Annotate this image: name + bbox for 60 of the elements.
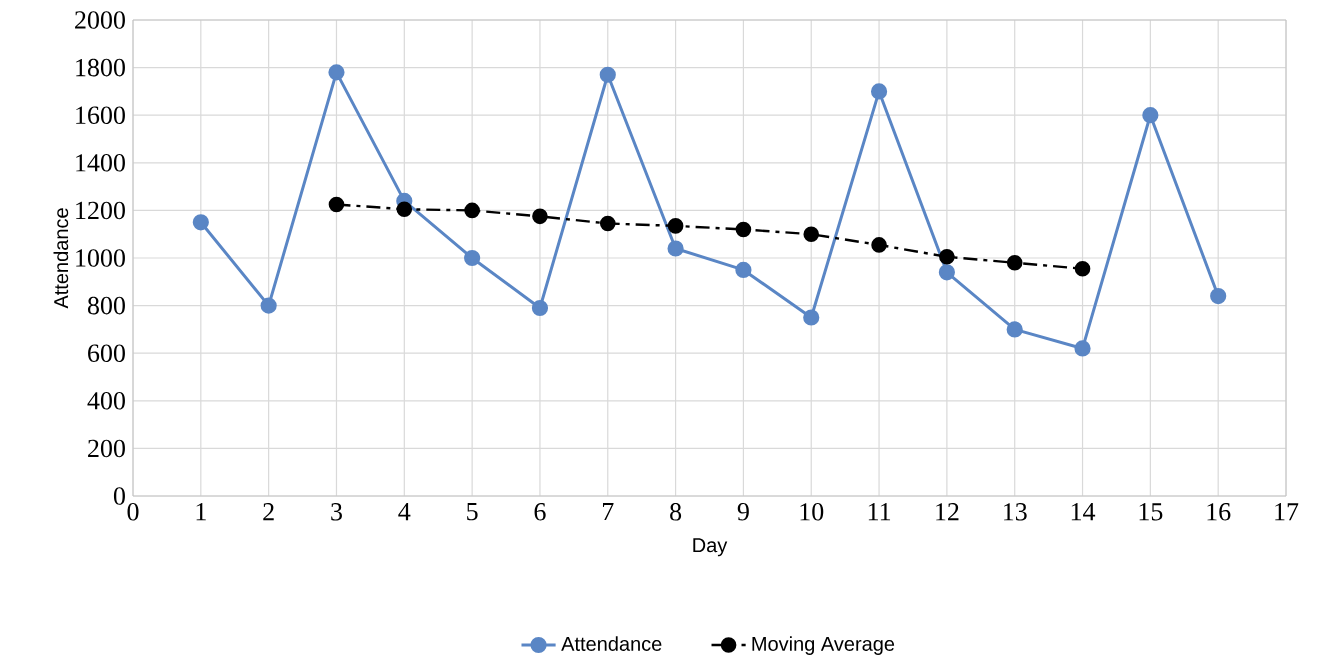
x-tick-label: 12 bbox=[936, 503, 959, 521]
point bbox=[396, 201, 413, 218]
point bbox=[939, 249, 955, 265]
point bbox=[464, 202, 480, 219]
point bbox=[938, 264, 955, 281]
x-tick-label: 11 bbox=[868, 503, 891, 521]
x-tick-label: 10 bbox=[800, 503, 824, 521]
point bbox=[1210, 287, 1227, 305]
x-tick-label: 15 bbox=[1139, 503, 1163, 521]
point bbox=[1006, 321, 1023, 338]
y-tick-label: 1400 bbox=[76, 154, 125, 172]
x-tick-label: 5 bbox=[467, 503, 478, 521]
point bbox=[735, 261, 752, 279]
point bbox=[1006, 254, 1023, 271]
y-tick-label: 2000 bbox=[75, 11, 125, 29]
y-tick-label: 600 bbox=[88, 344, 125, 362]
x-axis-title: Day bbox=[693, 538, 728, 557]
x-tick-label: 8 bbox=[670, 503, 682, 521]
point bbox=[803, 309, 820, 326]
y-tick-label: 1000 bbox=[76, 249, 125, 267]
legend-label: Attendance bbox=[561, 636, 662, 651]
x-tick-label: 2 bbox=[263, 503, 274, 521]
point bbox=[667, 240, 684, 257]
point bbox=[1142, 107, 1159, 124]
point bbox=[599, 215, 616, 232]
y-tick-label: 1800 bbox=[76, 58, 125, 77]
point bbox=[667, 218, 684, 234]
x-tick-label: 16 bbox=[1207, 503, 1231, 521]
x-tick-label: 3 bbox=[331, 503, 342, 521]
x-tick-label: 9 bbox=[737, 503, 749, 521]
point bbox=[192, 214, 209, 231]
point bbox=[532, 208, 548, 225]
x-tick-label: 7 bbox=[602, 503, 614, 521]
point bbox=[871, 237, 887, 253]
point bbox=[260, 297, 277, 314]
point bbox=[1074, 340, 1091, 357]
y-tick-label: 0 bbox=[113, 487, 125, 505]
x-tick-label: 4 bbox=[398, 503, 411, 521]
x-tick-label: 1 bbox=[196, 503, 206, 521]
point bbox=[328, 196, 345, 213]
y-tick-label: 400 bbox=[87, 392, 125, 410]
point bbox=[870, 83, 888, 100]
point bbox=[328, 64, 345, 81]
y-tick-label: 200 bbox=[88, 439, 125, 458]
point bbox=[735, 221, 752, 238]
y-tick-label: 1200 bbox=[76, 201, 125, 220]
x-tick-label: 14 bbox=[1071, 503, 1096, 521]
x-tick-label: 17 bbox=[1275, 503, 1299, 521]
x-tick-label: 0 bbox=[127, 503, 139, 521]
y-tick-label: 800 bbox=[87, 296, 125, 315]
point bbox=[1074, 260, 1091, 277]
y-tick-label: 1600 bbox=[76, 106, 125, 124]
x-tick-label: 6 bbox=[534, 503, 546, 521]
point bbox=[464, 249, 481, 267]
point bbox=[531, 299, 549, 317]
point bbox=[803, 226, 820, 243]
point bbox=[599, 66, 616, 83]
x-tick-label: 13 bbox=[1004, 503, 1027, 521]
legend-label: Moving Average bbox=[752, 636, 895, 655]
y-axis-title: Attendance bbox=[53, 208, 69, 309]
